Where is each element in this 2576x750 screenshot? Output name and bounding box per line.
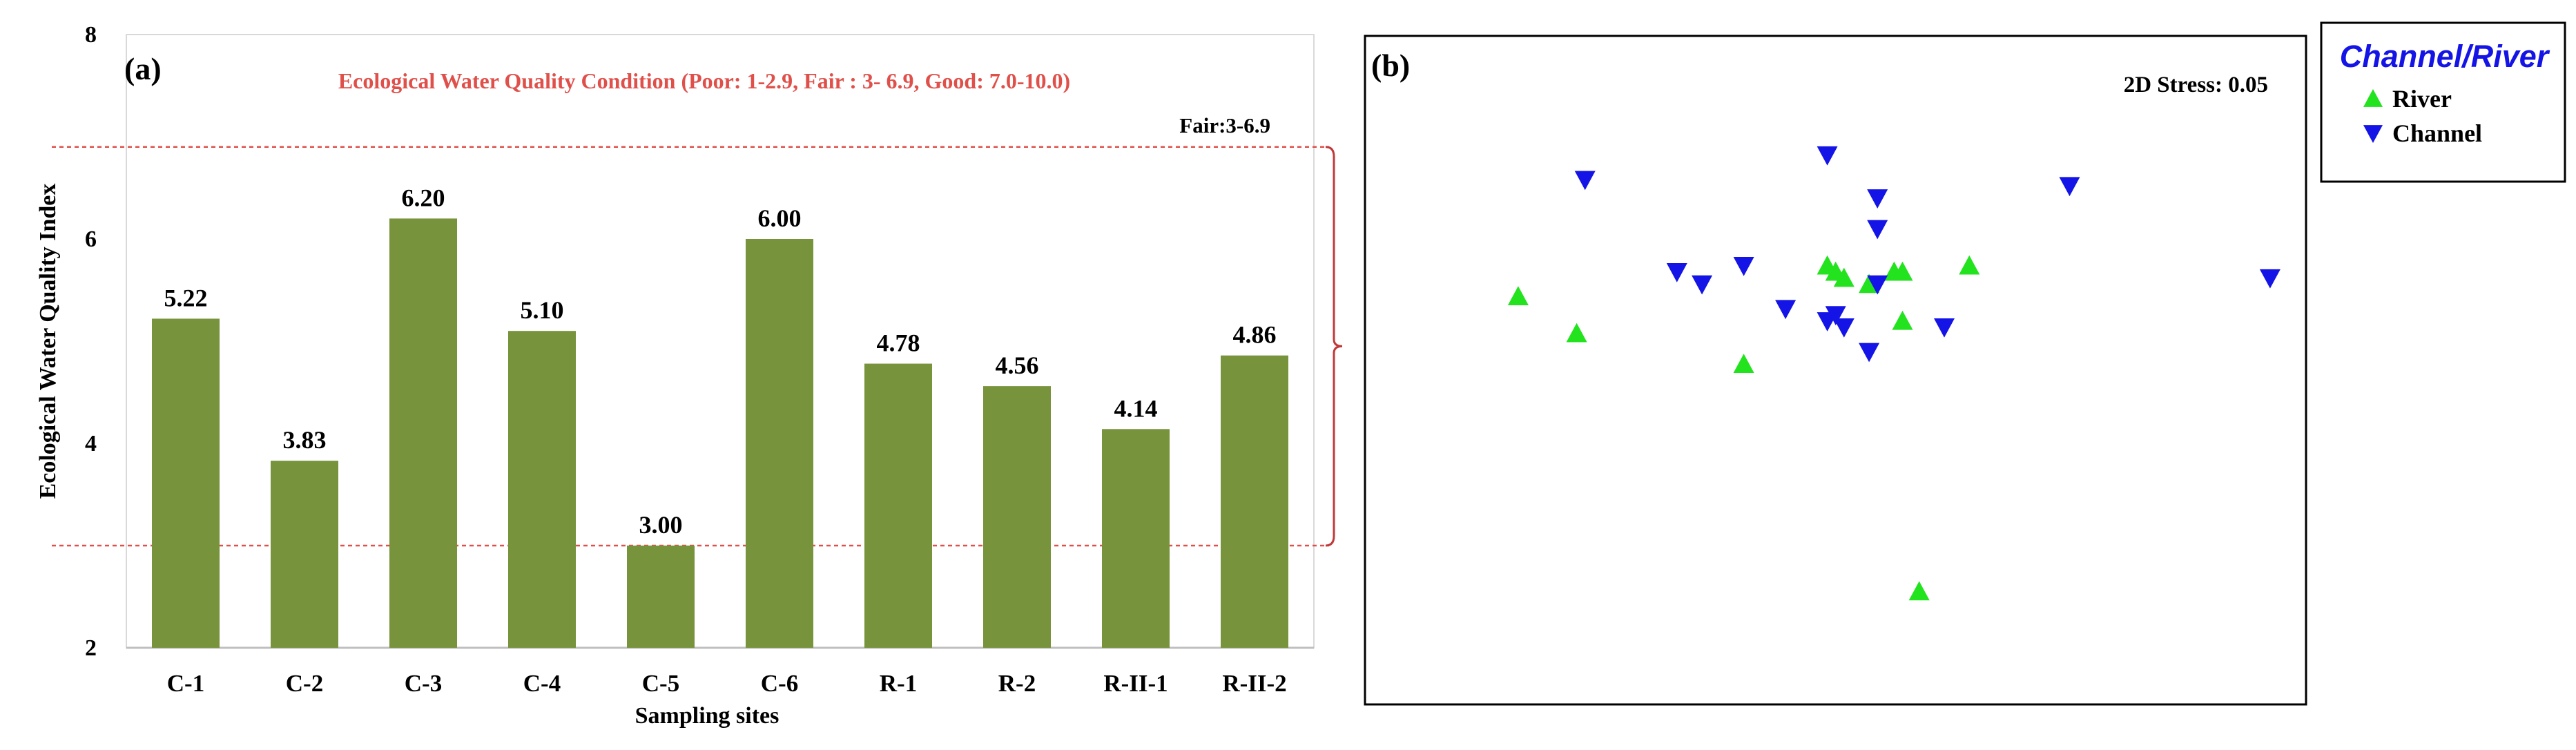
river-point bbox=[1733, 354, 1754, 373]
x-tick-label: R-1 bbox=[880, 670, 917, 697]
river-point bbox=[1892, 261, 1913, 281]
bar bbox=[271, 461, 338, 648]
bar-value-label: 4.56 bbox=[996, 352, 1039, 379]
x-tick-label: C-6 bbox=[761, 670, 798, 697]
y-tick-labels: 2 4 6 8 bbox=[85, 22, 97, 661]
channel-point bbox=[1574, 171, 1596, 191]
river-point bbox=[1507, 286, 1529, 306]
panel-b-label: (b) bbox=[1371, 48, 1410, 83]
panel-b: (b) 2D Stress: 0.05 Channel/River RiverC… bbox=[1364, 21, 2566, 706]
panel-a: (a) Ecological Water Quality Condition (… bbox=[35, 22, 1343, 729]
bar-value-label: 4.78 bbox=[877, 329, 920, 357]
bar bbox=[152, 318, 220, 648]
panel-a-label: (a) bbox=[124, 51, 162, 86]
bar-value-label: 3.00 bbox=[639, 511, 683, 539]
channel-point bbox=[1867, 189, 1888, 209]
x-tick-label: C-5 bbox=[642, 670, 679, 697]
bar-value-label: 5.22 bbox=[164, 284, 208, 311]
y-axis-label: Ecological Water Quality Index bbox=[35, 184, 61, 499]
y-tick-label: 8 bbox=[85, 22, 97, 48]
bar-value-labels: 5.22 3.83 6.20 5.10 3.00 6.00 4.78 4.56 4.14 4.86 bbox=[164, 184, 1277, 539]
channel-point bbox=[1859, 343, 1880, 363]
bar-value-label: 3.83 bbox=[283, 426, 327, 454]
channel-point bbox=[1733, 257, 1754, 276]
bar bbox=[627, 546, 695, 648]
stress-annotation: 2D Stress: 0.05 bbox=[2124, 73, 2268, 97]
bar-value-label: 4.14 bbox=[1114, 394, 1158, 422]
channel-point bbox=[1775, 300, 1797, 320]
legend-river-marker bbox=[2363, 89, 2383, 107]
fair-range-bracket bbox=[1325, 146, 1343, 547]
channel-point bbox=[2259, 269, 2280, 289]
river-point bbox=[1892, 310, 1913, 330]
channel-point bbox=[1692, 275, 1713, 295]
y-tick-label: 2 bbox=[85, 635, 97, 661]
bar-value-label: 6.00 bbox=[758, 204, 802, 232]
panel-b-plot-area bbox=[1364, 35, 2307, 706]
legend: Channel/River River Channel bbox=[2320, 21, 2566, 183]
channel-point bbox=[1817, 146, 1838, 166]
x-tick-label: C-4 bbox=[523, 670, 561, 697]
bar bbox=[508, 331, 576, 648]
bars bbox=[152, 218, 1288, 648]
legend-title: Channel/River bbox=[2340, 39, 2550, 74]
bar-value-label: 5.10 bbox=[521, 296, 564, 324]
legend-channel-marker bbox=[2363, 125, 2383, 143]
bar bbox=[389, 218, 457, 648]
channel-point bbox=[1833, 318, 1854, 338]
legend-box bbox=[2320, 21, 2566, 183]
bar bbox=[983, 386, 1051, 648]
bracket-label: Fair:3-6.9 bbox=[1179, 113, 1270, 137]
panel-a-title: Ecological Water Quality Condition (Poor… bbox=[338, 68, 1070, 93]
x-tick-label: C-3 bbox=[405, 670, 442, 697]
channel-point bbox=[1867, 220, 1888, 240]
bar bbox=[1221, 355, 1288, 648]
x-tick-label: C-1 bbox=[167, 670, 204, 697]
x-tick-label: R-II-1 bbox=[1103, 670, 1168, 697]
ordination-points bbox=[1507, 146, 2280, 601]
y-tick-label: 4 bbox=[85, 431, 97, 456]
bar bbox=[1102, 429, 1170, 648]
x-tick-label: R-II-2 bbox=[1222, 670, 1286, 697]
channel-point bbox=[2059, 177, 2080, 197]
channel-point bbox=[1934, 318, 1955, 338]
x-tick-label: C-2 bbox=[286, 670, 323, 697]
channel-point bbox=[1867, 275, 1888, 295]
legend-channel-label: Channel bbox=[2392, 119, 2482, 147]
y-tick-label: 6 bbox=[85, 227, 97, 252]
x-tick-label: R-2 bbox=[998, 670, 1036, 697]
bar bbox=[864, 363, 932, 648]
river-point bbox=[1833, 267, 1854, 287]
x-axis-label: Sampling sites bbox=[635, 703, 779, 729]
channel-point bbox=[1825, 306, 1846, 325]
channel-point bbox=[1666, 262, 1687, 282]
legend-river-label: River bbox=[2392, 85, 2452, 113]
bar bbox=[746, 239, 813, 648]
legend-items: River Channel bbox=[2363, 85, 2482, 147]
river-point bbox=[1908, 581, 1930, 601]
river-point bbox=[1959, 255, 1980, 275]
bar-value-label: 6.20 bbox=[402, 184, 445, 211]
x-tick-labels: C-1 C-2 C-3 C-4 C-5 C-6 R-1 R-2 R-II-1 R-II-2 bbox=[167, 670, 1287, 697]
river-point bbox=[1566, 323, 1587, 343]
bar-value-label: 4.86 bbox=[1233, 321, 1277, 349]
